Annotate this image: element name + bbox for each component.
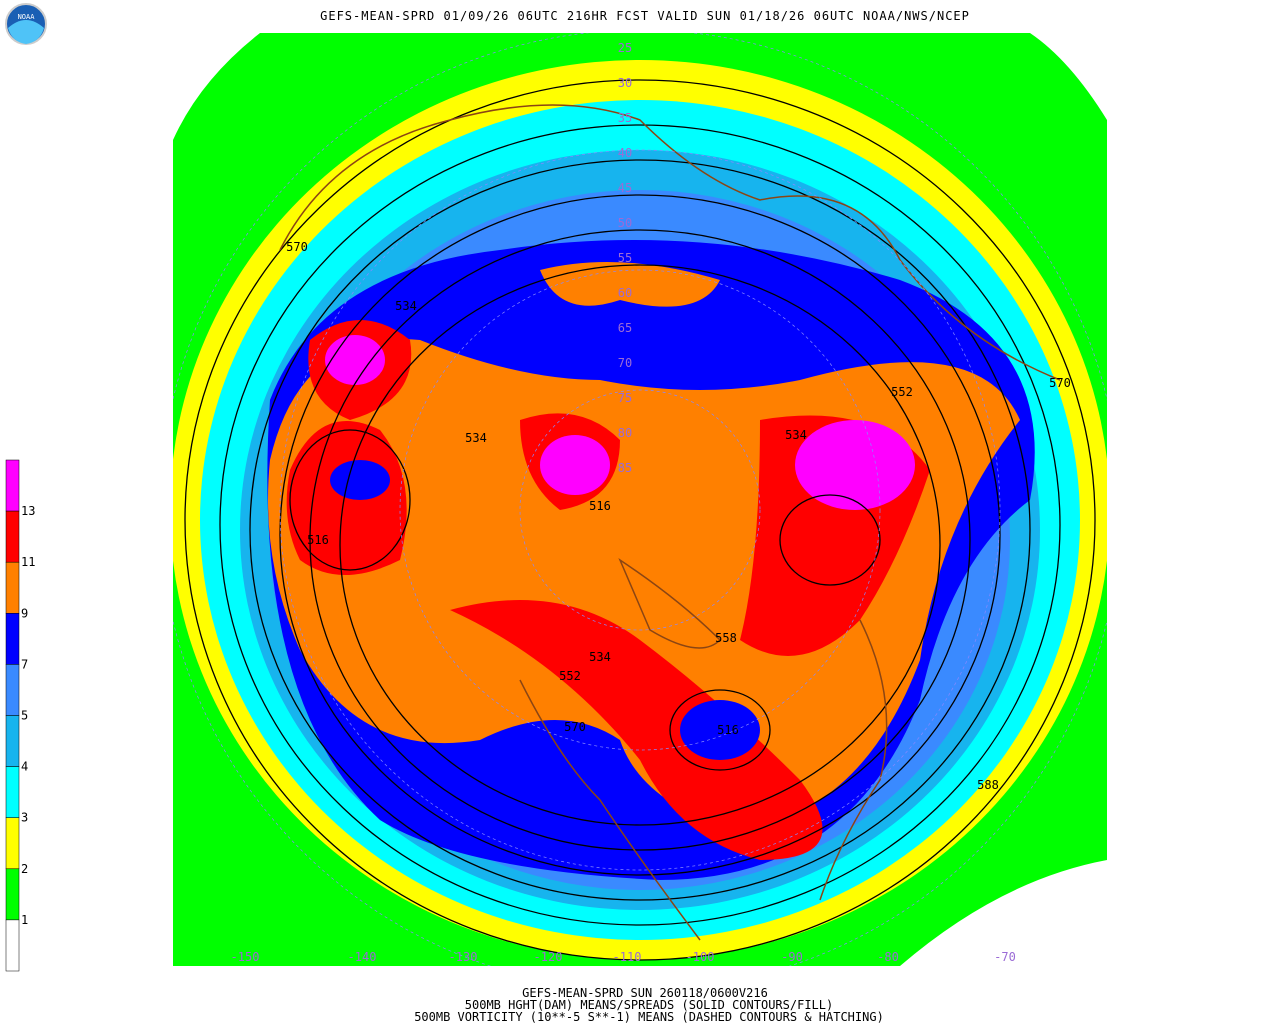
colorbar-label: 13	[21, 504, 35, 518]
latitude-label: 55	[618, 251, 632, 265]
title: GEFS-MEAN-SPRD 01/09/26 06UTC 216HR FCST…	[320, 9, 970, 23]
contour-label: 570	[1049, 376, 1071, 390]
latitude-label: 85	[618, 461, 632, 475]
contour-label: 534	[785, 428, 807, 442]
longitude-label: -130	[449, 950, 478, 964]
colorbar-label: 11	[21, 555, 35, 569]
longitude-label: -150	[231, 950, 260, 964]
contour-label: 516	[717, 723, 739, 737]
colorbar-swatch	[5, 459, 20, 512]
colorbar-swatch	[5, 561, 20, 614]
latitude-label: 35	[618, 111, 632, 125]
map	[173, 33, 1107, 966]
latitude-label: 25	[618, 41, 632, 55]
longitude-label: -140	[348, 950, 377, 964]
longitude-label: -90	[781, 950, 803, 964]
longitude-label: -110	[613, 950, 642, 964]
longitude-label: -80	[877, 950, 899, 964]
contour-label: 588	[977, 778, 999, 792]
colorbar-swatch	[5, 613, 20, 665]
colorbar-label: 4	[21, 760, 28, 774]
contour-label: 552	[559, 669, 581, 683]
colorbar-swatch	[5, 664, 20, 716]
contour-label: 516	[589, 499, 611, 513]
logo-text: NOAA	[18, 13, 36, 21]
contour-label: 516	[307, 533, 329, 547]
colorbar-swatch	[5, 919, 20, 972]
longitude-label: -100	[686, 950, 715, 964]
colorbar-label: 5	[21, 709, 28, 723]
latitude-label: 80	[618, 426, 632, 440]
noaa-logo: NOAA	[5, 3, 47, 45]
footer-line: 500MB VORTICITY (10**-5 S**-1) MEANS (DA…	[414, 1010, 884, 1024]
contour-label: 570	[286, 240, 308, 254]
longitude-label: -120	[534, 950, 563, 964]
latitude-label: 75	[618, 391, 632, 405]
colorbar-swatch	[5, 868, 20, 921]
contour-label: 534	[395, 299, 417, 313]
colorbar-label: 2	[21, 862, 28, 876]
contour-label: 534	[465, 431, 487, 445]
colorbar-swatch	[5, 817, 20, 870]
longitude-label: -70	[994, 950, 1016, 964]
colorbar-label: 7	[21, 657, 28, 671]
colorbar-swatch	[5, 510, 20, 563]
colorbar-label: 9	[21, 606, 28, 620]
latitude-label: 45	[618, 181, 632, 195]
contour-label: 552	[891, 385, 913, 399]
colorbar-label: 1	[21, 913, 28, 927]
colorbar-swatch	[5, 715, 20, 767]
latitude-label: 30	[618, 76, 632, 90]
contour-label: 570	[564, 720, 586, 734]
latitude-label: 40	[618, 146, 632, 160]
latitude-label: 50	[618, 216, 632, 230]
contour-label: 558	[715, 631, 737, 645]
footer-line: GEFS-MEAN-SPRD SUN 260118/0600V216	[522, 986, 768, 1000]
footer-line: 500MB HGHT(DAM) MEANS/SPREADS (SOLID CON…	[465, 998, 833, 1012]
colorbar-swatch	[5, 766, 20, 818]
colorbar-label: 3	[21, 811, 28, 825]
contour-label: 534	[589, 650, 611, 664]
latitude-label: 65	[618, 321, 632, 335]
latitude-label: 60	[618, 286, 632, 300]
colorbar: 13 11 9 7 5 4 3 2 1	[5, 459, 35, 972]
latitude-label: 70	[618, 356, 632, 370]
